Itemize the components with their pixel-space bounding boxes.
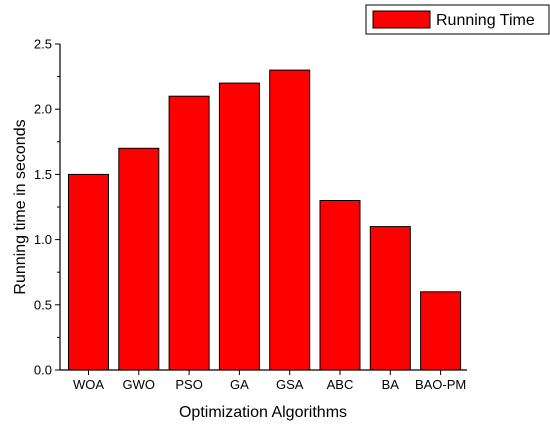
y-tick-label: 0.5	[34, 297, 52, 312]
x-tick-label: PSO	[175, 377, 202, 392]
x-ticks-group: WOA GWO PSO GA GSA ABC BA BAO-PM	[73, 370, 466, 392]
bar-gwo	[118, 147, 160, 371]
x-tick-label: GA	[230, 377, 249, 392]
y-tick-label: 0.0	[34, 363, 52, 378]
legend: Running Time	[365, 4, 550, 35]
bar-ga	[218, 82, 260, 371]
x-tick-label: GWO	[123, 377, 156, 392]
y-tick-label: 2.5	[34, 37, 52, 52]
bar-abc	[319, 200, 361, 371]
y-tick-label: 2.0	[34, 102, 52, 117]
x-tick-label: ABC	[327, 377, 354, 392]
bar-pso	[168, 95, 210, 371]
y-axis-title: Running time in seconds	[12, 119, 29, 294]
bar-gsa	[269, 69, 311, 371]
bar-bao-pm	[420, 291, 462, 371]
y-tick-label: 1.0	[34, 232, 52, 247]
legend-label: Running Time	[436, 12, 535, 29]
x-axis-title: Optimization Algorithms	[179, 404, 347, 421]
bars-group	[68, 69, 462, 371]
y-tick-label: 1.5	[34, 167, 52, 182]
bar-ba	[369, 226, 411, 371]
x-tick-label: BA	[382, 377, 400, 392]
y-ticks-group: 0.0 0.5 1.0 1.5 2.0 2.5	[34, 37, 60, 378]
x-tick-label: WOA	[73, 377, 104, 392]
x-tick-label: BAO-PM	[415, 377, 466, 392]
legend-swatch	[372, 10, 431, 29]
x-tick-label: GSA	[276, 377, 304, 392]
bar-woa	[68, 173, 109, 371]
